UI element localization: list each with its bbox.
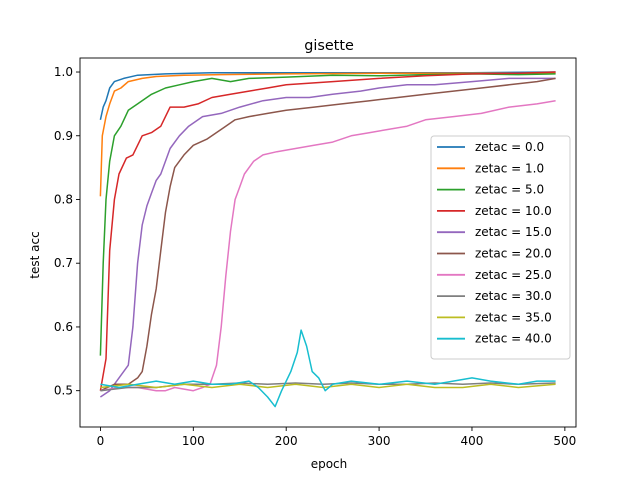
legend-label: zetac = 35.0 [475, 310, 552, 324]
legend-label: zetac = 5.0 [475, 183, 544, 197]
y-tick-label: 0.7 [54, 256, 73, 270]
legend-label: zetac = 30.0 [475, 289, 552, 303]
y-axis-ticks: 0.5 0.6 0.7 0.8 0.9 1.0 [54, 65, 80, 398]
series-line-2 [99, 73, 556, 356]
series-line-6 [100, 99, 556, 392]
x-tick-label: 400 [461, 434, 484, 448]
y-tick-label: 0.8 [54, 192, 73, 206]
x-axis-ticks: 0 100 200 300 400 500 [97, 427, 576, 448]
x-axis-title: epoch [311, 457, 348, 471]
y-tick-label: 0.5 [54, 384, 73, 398]
legend-label: zetac = 1.0 [475, 161, 544, 175]
x-tick-label: 500 [553, 434, 576, 448]
legend-label: zetac = 20.0 [475, 247, 552, 261]
chart-title: gisette [304, 38, 354, 54]
series-line-4 [99, 77, 556, 398]
series-line-5 [100, 77, 556, 392]
series-line-1 [99, 72, 556, 197]
y-tick-label: 0.6 [54, 320, 73, 334]
series-line-9 [100, 329, 556, 408]
legend-label: zetac = 10.0 [475, 204, 552, 218]
legend: zetac = 0.0 zetac = 1.0 zetac = 5.0 zetac =… [430, 135, 571, 360]
plot-frame [79, 57, 577, 428]
y-axis-title: test acc [28, 231, 42, 278]
x-tick-label: 200 [275, 434, 298, 448]
legend-box [430, 135, 571, 360]
legend-label: zetac = 0.0 [475, 140, 544, 154]
x-tick-label: 100 [182, 434, 205, 448]
series-line-3 [99, 71, 556, 391]
legend-label: zetac = 25.0 [475, 268, 552, 282]
y-tick-label: 0.9 [54, 129, 73, 143]
legend-label: zetac = 40.0 [475, 332, 552, 346]
x-tick-label: 0 [97, 434, 105, 448]
series-layer [99, 71, 556, 408]
y-tick-label: 1.0 [54, 65, 73, 79]
legend-label: zetac = 15.0 [475, 225, 552, 239]
x-tick-label: 300 [368, 434, 391, 448]
